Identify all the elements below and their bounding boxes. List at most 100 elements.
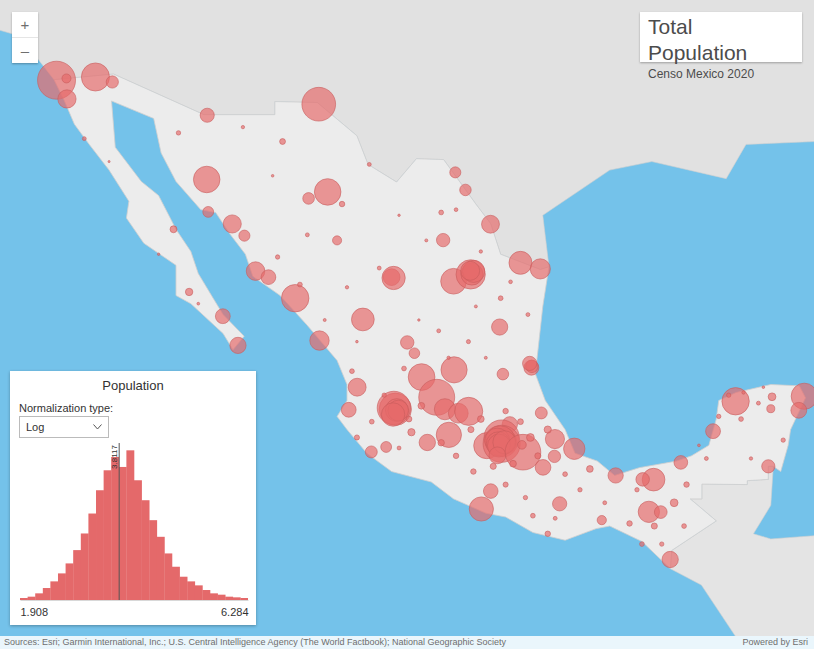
population-circle[interactable]	[419, 434, 435, 450]
population-circle[interactable]	[418, 402, 425, 409]
population-circle[interactable]	[471, 469, 476, 474]
population-circle[interactable]	[722, 388, 749, 415]
population-circle[interactable]	[651, 523, 657, 529]
population-circle[interactable]	[197, 302, 200, 305]
population-circle[interactable]	[230, 337, 246, 353]
population-circle[interactable]	[381, 442, 392, 453]
population-circle[interactable]	[200, 108, 214, 122]
population-circle[interactable]	[310, 331, 329, 350]
population-circle[interactable]	[408, 429, 415, 436]
population-circle[interactable]	[756, 401, 760, 405]
population-circle[interactable]	[58, 90, 76, 108]
population-circle[interactable]	[717, 414, 721, 418]
population-circle[interactable]	[401, 336, 414, 349]
population-circle[interactable]	[223, 215, 241, 233]
population-circle[interactable]	[239, 230, 250, 241]
population-circle[interactable]	[781, 438, 785, 442]
population-circle[interactable]	[106, 76, 118, 88]
population-circle[interactable]	[261, 270, 276, 285]
population-circle[interactable]	[503, 408, 508, 413]
population-circle[interactable]	[742, 391, 745, 394]
population-circle[interactable]	[518, 441, 527, 450]
population-circle[interactable]	[503, 482, 508, 487]
population-circle[interactable]	[530, 259, 550, 279]
population-circle[interactable]	[437, 329, 441, 333]
population-circle[interactable]	[466, 340, 470, 344]
population-circle[interactable]	[369, 419, 374, 424]
population-circle[interactable]	[535, 407, 547, 419]
population-circle[interactable]	[439, 210, 444, 215]
population-circle[interactable]	[479, 250, 482, 253]
population-circle[interactable]	[523, 356, 537, 370]
population-circle[interactable]	[544, 426, 551, 433]
population-circle[interactable]	[348, 378, 366, 396]
population-circle[interactable]	[367, 162, 371, 166]
population-circle[interactable]	[81, 63, 109, 91]
population-circle[interactable]	[640, 542, 645, 547]
population-circle[interactable]	[662, 551, 678, 567]
population-circle[interactable]	[447, 356, 450, 359]
population-circle[interactable]	[490, 463, 496, 469]
population-circle[interactable]	[535, 453, 541, 459]
population-circle[interactable]	[483, 484, 498, 499]
population-circle[interactable]	[698, 444, 701, 447]
population-circle[interactable]	[523, 495, 527, 499]
population-circle[interactable]	[469, 497, 493, 521]
population-circle[interactable]	[185, 288, 192, 295]
population-circle[interactable]	[271, 174, 274, 177]
population-circle[interactable]	[670, 499, 678, 507]
population-circle[interactable]	[193, 166, 220, 193]
population-circle[interactable]	[627, 521, 632, 526]
population-circle[interactable]	[608, 468, 623, 483]
powered-by[interactable]: Powered by Esri	[742, 636, 808, 649]
population-circle[interactable]	[314, 179, 341, 206]
population-circle[interactable]	[351, 308, 374, 331]
population-circle[interactable]	[509, 251, 532, 274]
population-circle[interactable]	[454, 208, 458, 212]
population-circle[interactable]	[381, 403, 404, 426]
population-circle[interactable]	[706, 424, 721, 439]
population-circle[interactable]	[477, 416, 484, 423]
population-circle[interactable]	[275, 255, 279, 259]
population-circle[interactable]	[441, 357, 467, 383]
population-circle[interactable]	[564, 438, 585, 459]
population-circle[interactable]	[460, 184, 472, 196]
population-circle[interactable]	[62, 74, 71, 83]
population-circle[interactable]	[108, 161, 110, 163]
population-circle[interactable]	[474, 305, 477, 308]
population-circle[interactable]	[398, 214, 400, 216]
population-circle[interactable]	[768, 393, 776, 401]
population-circle[interactable]	[170, 226, 177, 233]
population-circle[interactable]	[377, 266, 381, 270]
population-circle[interactable]	[548, 450, 560, 462]
population-circle[interactable]	[461, 261, 480, 280]
population-circle[interactable]	[509, 280, 513, 284]
population-circle[interactable]	[553, 497, 567, 511]
population-circle[interactable]	[406, 416, 412, 422]
population-circle[interactable]	[603, 501, 607, 505]
population-circle[interactable]	[323, 318, 326, 321]
population-circle[interactable]	[339, 201, 344, 206]
population-circle[interactable]	[176, 131, 180, 135]
population-circle[interactable]	[382, 393, 386, 397]
normalization-select[interactable]: Log	[19, 416, 109, 438]
population-circle[interactable]	[425, 239, 428, 242]
population-circle[interactable]	[553, 516, 557, 520]
population-circle[interactable]	[397, 446, 401, 450]
population-circle[interactable]	[762, 460, 775, 473]
population-circle[interactable]	[636, 473, 650, 487]
population-circle[interactable]	[281, 285, 308, 312]
population-circle[interactable]	[497, 368, 509, 380]
population-circle[interactable]	[482, 215, 500, 233]
population-circle[interactable]	[563, 472, 568, 477]
population-circle[interactable]	[365, 446, 377, 458]
population-circle[interactable]	[280, 139, 286, 145]
population-circle[interactable]	[635, 488, 639, 492]
population-circle[interactable]	[305, 233, 309, 237]
population-circle[interactable]	[510, 460, 517, 467]
population-circle[interactable]	[453, 453, 458, 458]
population-circle[interactable]	[578, 488, 582, 492]
population-circle[interactable]	[545, 531, 550, 536]
population-circle[interactable]	[492, 319, 508, 335]
population-circle[interactable]	[674, 456, 688, 470]
